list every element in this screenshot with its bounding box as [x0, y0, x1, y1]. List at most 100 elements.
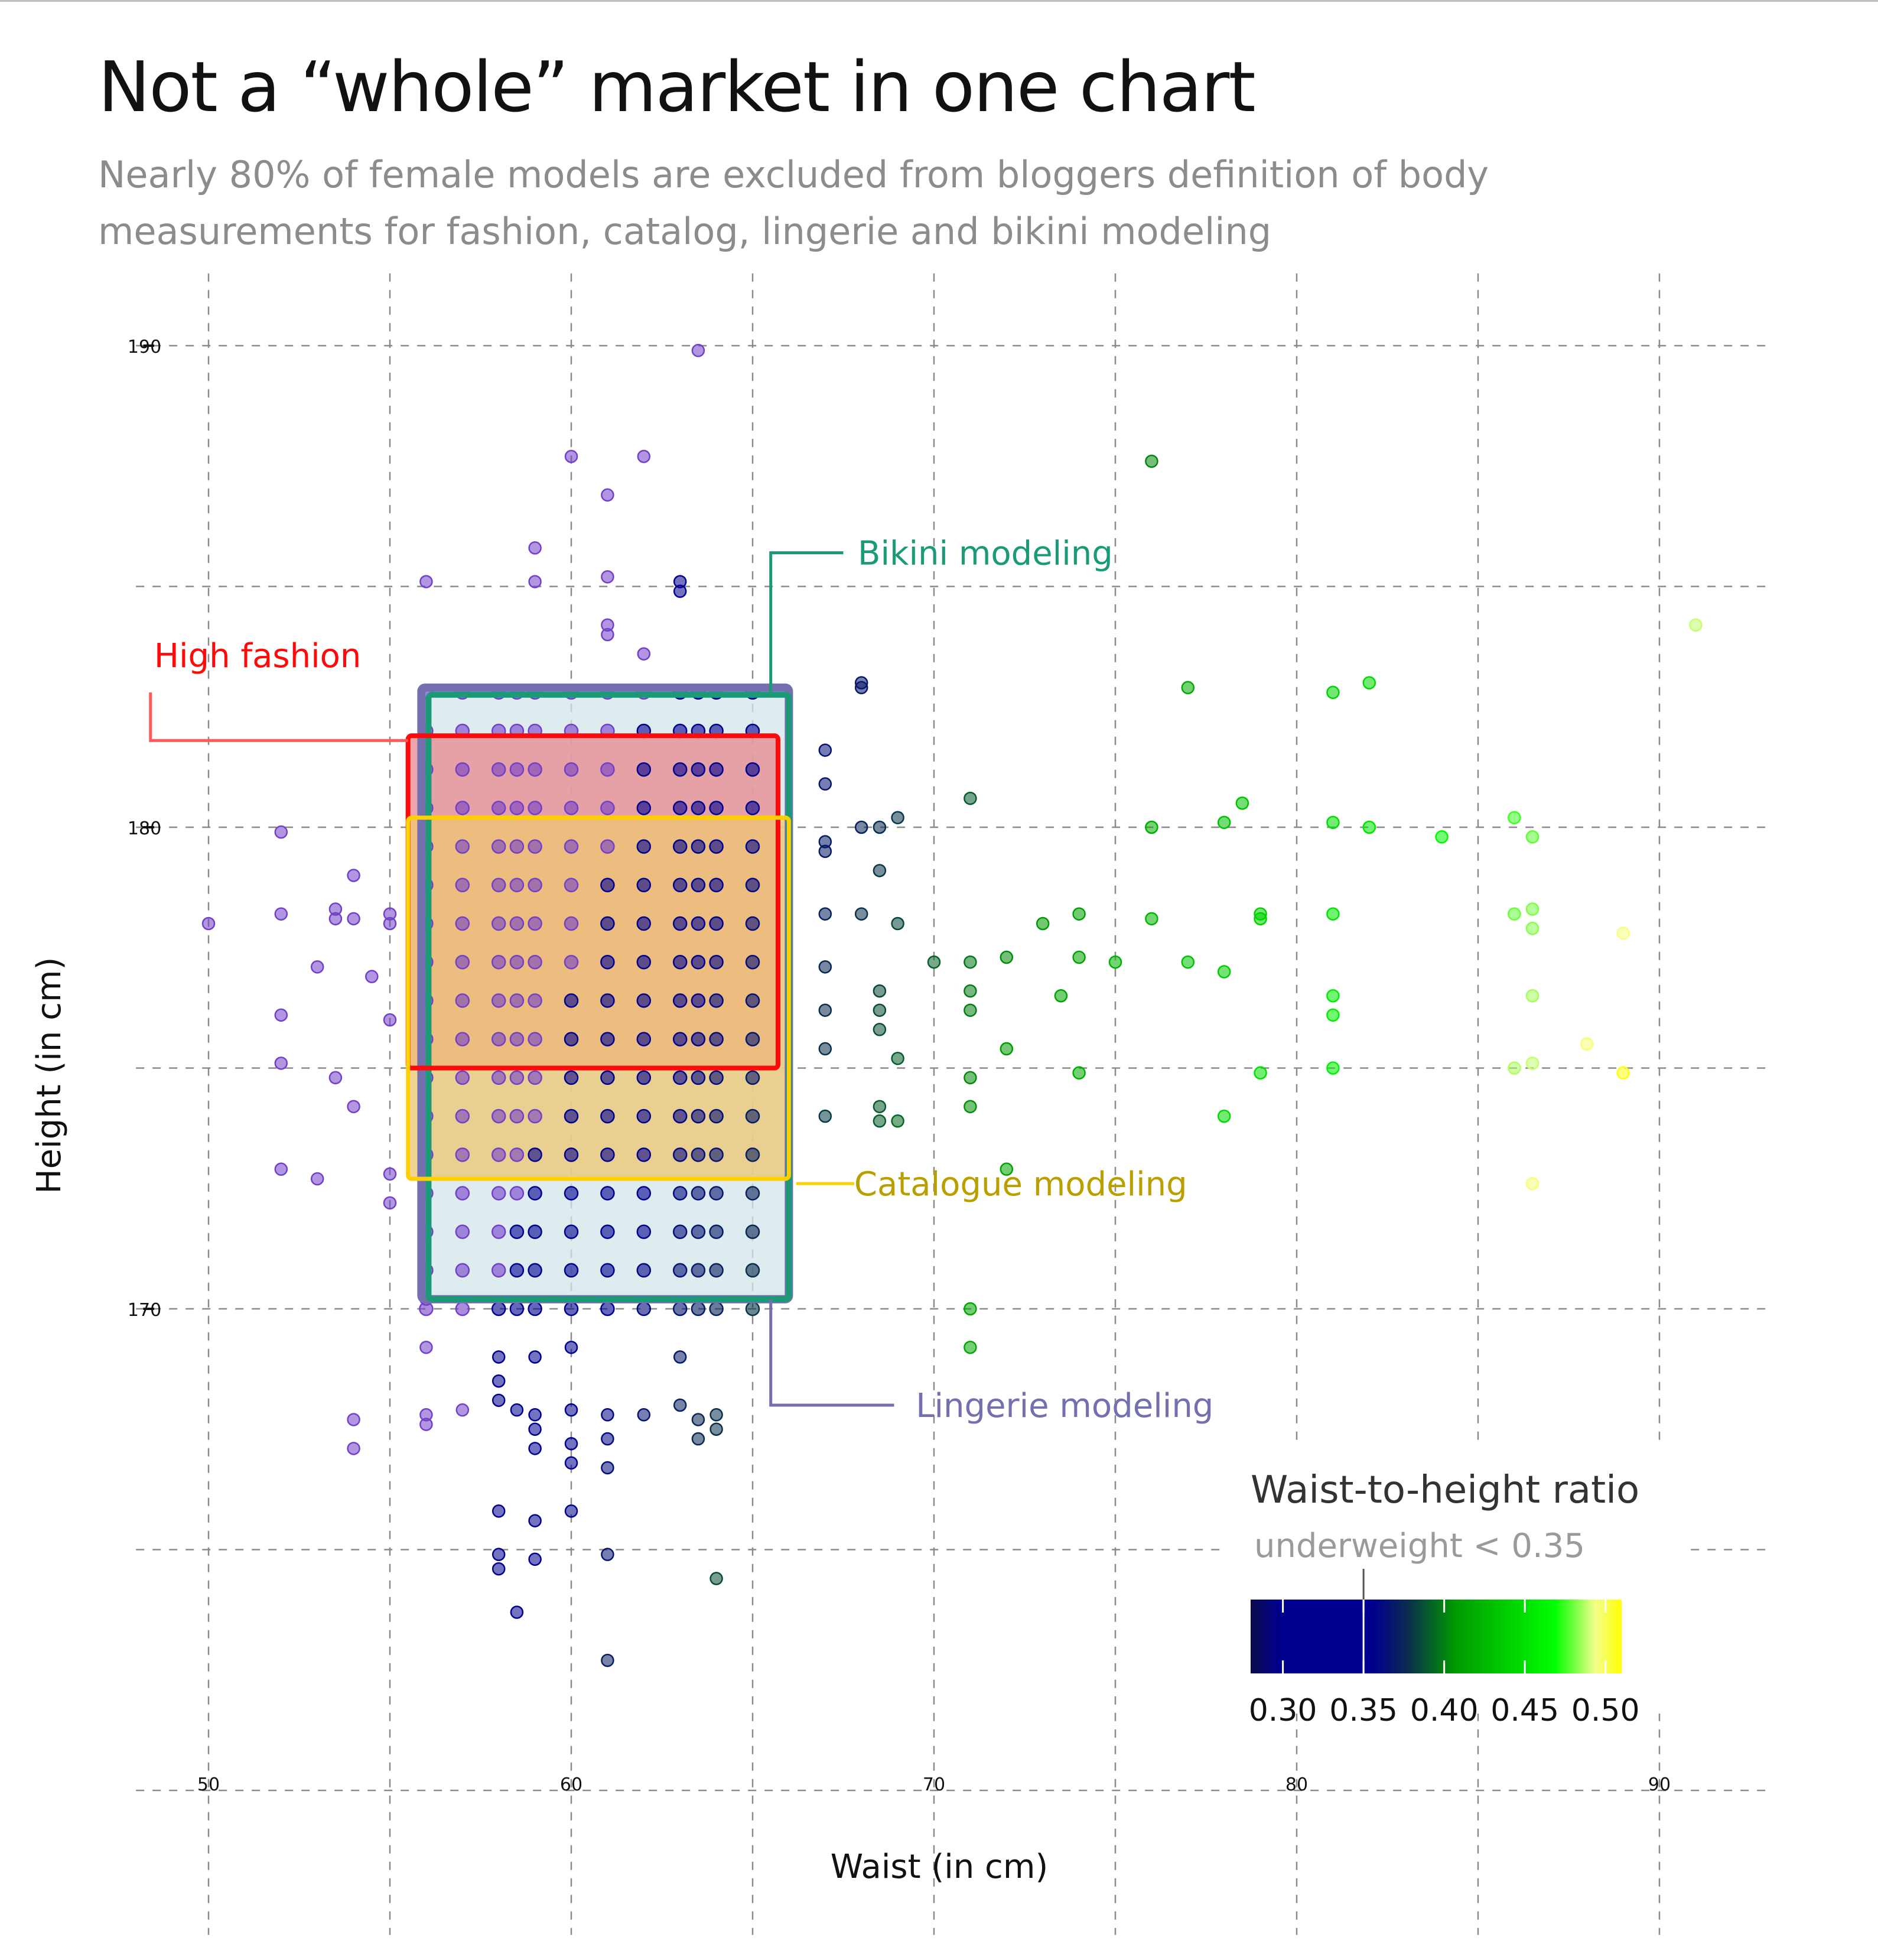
- annotations: Bikini modeling High fashion Catalogue mod…: [149, 534, 1213, 1425]
- data-point: [636, 993, 652, 1008]
- data-point: [528, 1301, 542, 1317]
- data-point: [672, 1032, 688, 1046]
- data-point: [600, 916, 615, 931]
- data-point: [564, 1070, 579, 1085]
- data-point: [509, 993, 525, 1008]
- data-point: [509, 877, 525, 893]
- legend-note: underweight < 0.35: [1254, 1527, 1585, 1565]
- data-point: [1525, 1176, 1539, 1191]
- data-point: [600, 1070, 615, 1085]
- data-point: [672, 1224, 688, 1239]
- data-point: [600, 954, 615, 970]
- data-point: [310, 1172, 324, 1186]
- data-point: [1525, 1057, 1539, 1070]
- data-point: [564, 839, 579, 854]
- data-point: [637, 1408, 651, 1422]
- data-point: [600, 877, 615, 893]
- data-point: [636, 1070, 652, 1085]
- data-point: [1580, 1037, 1594, 1051]
- data-point: [600, 1263, 615, 1278]
- data-point: [709, 762, 724, 777]
- data-point: [673, 1398, 687, 1412]
- data-point: [492, 1562, 506, 1576]
- data-point: [691, 762, 706, 777]
- data-point: [873, 820, 887, 834]
- data-point: [691, 1186, 706, 1201]
- data-point: [672, 801, 688, 815]
- data-point: [636, 1147, 652, 1162]
- data-point: [274, 1162, 288, 1176]
- data-point: [564, 1301, 579, 1317]
- data-point: [1362, 820, 1376, 834]
- data-point: [672, 916, 688, 931]
- data-point: [1000, 1042, 1014, 1056]
- data-point: [455, 916, 470, 931]
- data-point: [528, 1514, 542, 1527]
- data-point: [492, 1504, 506, 1518]
- data-point: [891, 1051, 904, 1065]
- data-point: [636, 839, 652, 854]
- data-point: [600, 762, 615, 777]
- data-point: [509, 1070, 525, 1085]
- legend-tick-label: 0.45: [1490, 1693, 1559, 1728]
- data-point: [528, 993, 542, 1008]
- legend-tick-label: 0.50: [1571, 1693, 1640, 1728]
- data-point: [600, 1301, 615, 1317]
- data-point: [873, 1100, 887, 1113]
- data-point: [1181, 955, 1195, 969]
- data-point: [672, 1109, 688, 1124]
- data-point: [528, 1109, 542, 1124]
- data-point: [600, 1032, 615, 1046]
- data-point: [419, 1418, 433, 1431]
- x-tick-label: 50: [197, 1774, 220, 1795]
- data-point: [455, 1301, 470, 1317]
- data-point: [1525, 921, 1539, 935]
- data-point: [745, 1109, 760, 1124]
- chart-subtitle: Nearly 80% of female models are excluded…: [98, 153, 1489, 253]
- data-point: [1072, 907, 1086, 921]
- data-point: [709, 1032, 724, 1046]
- data-point: [274, 1008, 288, 1022]
- data-point: [509, 801, 525, 815]
- data-point: [709, 1422, 723, 1436]
- data-point: [672, 1186, 688, 1201]
- data-point: [528, 1263, 542, 1278]
- data-point: [873, 984, 887, 998]
- data-point: [691, 954, 706, 970]
- data-point: [564, 1436, 578, 1451]
- data-point: [1525, 989, 1539, 1003]
- data-point: [964, 1302, 977, 1316]
- data-point: [745, 993, 760, 1008]
- data-point: [600, 1147, 615, 1162]
- data-point: [1145, 820, 1158, 834]
- data-point: [745, 1263, 760, 1278]
- data-point: [927, 955, 941, 969]
- data-point: [636, 1109, 652, 1124]
- x-tick-label: 80: [1285, 1774, 1308, 1795]
- data-point: [891, 1114, 904, 1128]
- x-tick-label: 70: [923, 1774, 945, 1795]
- data-point: [691, 1432, 705, 1446]
- data-point: [672, 993, 688, 1008]
- data-point: [600, 801, 615, 815]
- data-point: [745, 801, 760, 815]
- data-point: [873, 1114, 887, 1128]
- data-point: [528, 1552, 542, 1566]
- data-point: [274, 907, 288, 921]
- data-point: [636, 877, 652, 893]
- data-point: [1326, 685, 1340, 700]
- x-tick-label: 90: [1648, 1774, 1671, 1795]
- data-point: [637, 647, 651, 661]
- data-point: [528, 877, 542, 893]
- data-point: [491, 1186, 506, 1201]
- data-point: [564, 1403, 578, 1417]
- data-point: [745, 1070, 760, 1085]
- data-point: [854, 820, 868, 834]
- data-point: [691, 1032, 706, 1046]
- lingerie-leader-line: [769, 1299, 894, 1407]
- data-point: [601, 488, 614, 502]
- data-point: [528, 1350, 542, 1364]
- data-point: [365, 970, 379, 983]
- data-point: [818, 844, 832, 858]
